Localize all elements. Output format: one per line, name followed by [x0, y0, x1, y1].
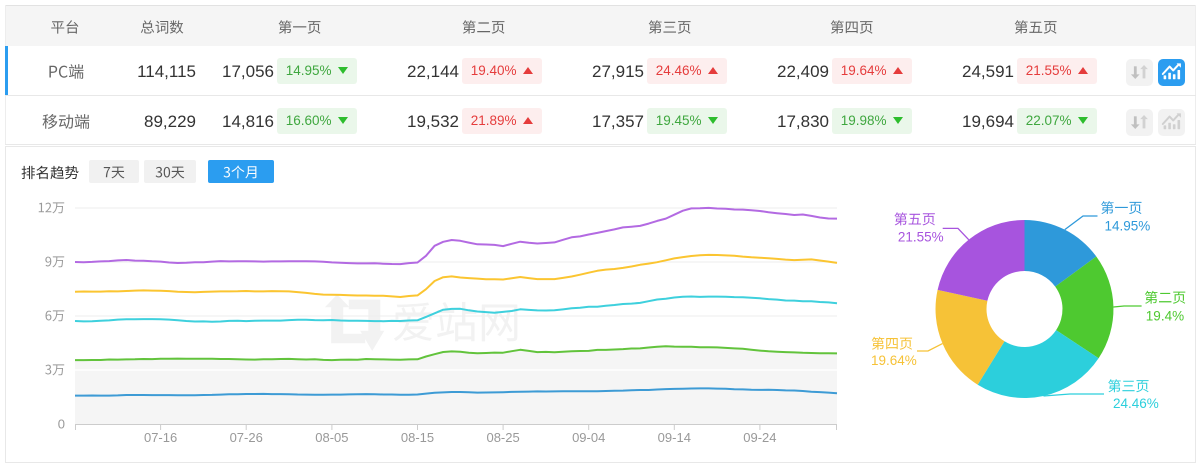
- svg-text:19.64%: 19.64%: [871, 353, 917, 368]
- svg-text:07-26: 07-26: [230, 430, 263, 445]
- svg-text:21.55%: 21.55%: [898, 229, 944, 244]
- svg-text:07-16: 07-16: [144, 430, 177, 445]
- svg-text:19.4%: 19.4%: [1146, 309, 1184, 324]
- svg-text:08-15: 08-15: [401, 430, 434, 445]
- svg-text:08-25: 08-25: [486, 430, 519, 445]
- svg-text:08-05: 08-05: [315, 430, 348, 445]
- svg-text:14.95%: 14.95%: [1105, 219, 1151, 234]
- svg-text:0: 0: [58, 417, 65, 432]
- svg-text:09-14: 09-14: [658, 430, 691, 445]
- svg-text:09-04: 09-04: [572, 430, 605, 445]
- svg-text:24.46%: 24.46%: [1113, 396, 1159, 411]
- svg-text:09-24: 09-24: [743, 430, 776, 445]
